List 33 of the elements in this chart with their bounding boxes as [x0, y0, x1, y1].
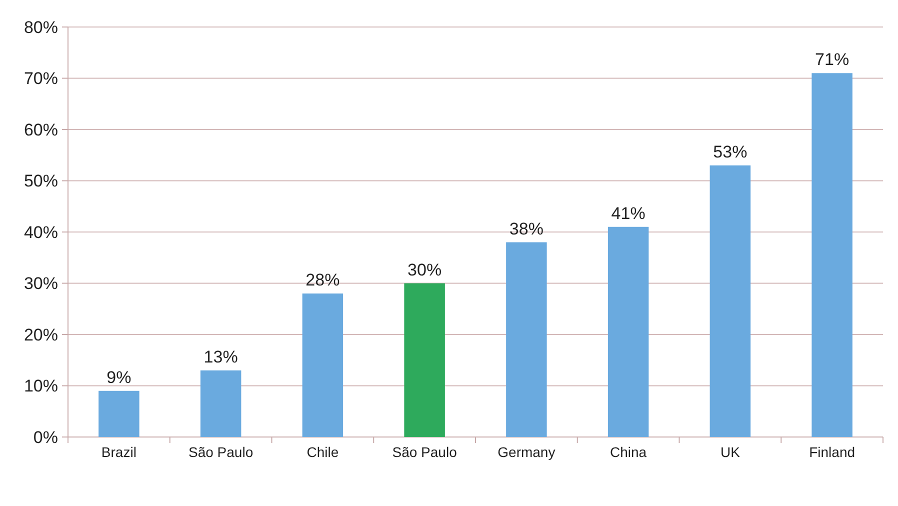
y-tick-label: 70% [24, 69, 58, 88]
bar [302, 294, 344, 437]
bar [608, 226, 649, 437]
bar [200, 370, 242, 437]
x-tick-label: Germany [498, 444, 556, 460]
y-tick-label: 30% [24, 274, 58, 294]
data-label: 38% [509, 219, 544, 238]
y-tick-label: 10% [24, 376, 58, 396]
y-tick-label: 80% [24, 18, 58, 37]
x-tick-label: China [610, 444, 647, 460]
data-label: 9% [106, 368, 132, 387]
x-tick-label: UK [720, 444, 741, 460]
data-label: 30% [408, 260, 442, 280]
y-tick-label: 40% [24, 222, 58, 242]
data-label: 13% [204, 347, 238, 366]
bar [812, 73, 852, 437]
bar [506, 242, 547, 437]
y-tick-label: 20% [24, 325, 58, 344]
data-label: 53% [713, 142, 748, 162]
bar [98, 390, 140, 437]
bar [404, 283, 445, 437]
y-tick-label: 0% [33, 428, 58, 447]
x-tick-label: Chile [306, 444, 339, 460]
x-tick-label: São Paulo [392, 444, 458, 460]
x-tick-label: Brazil [101, 444, 136, 460]
y-tick-label: 60% [24, 120, 58, 140]
data-label: 41% [611, 204, 646, 223]
x-tick-label: Finland [809, 444, 856, 460]
x-tick-label: São Paulo [188, 444, 254, 460]
data-label: 28% [306, 270, 340, 290]
y-tick-label: 50% [24, 172, 58, 191]
bar [710, 165, 751, 437]
data-label: 71% [815, 50, 850, 70]
